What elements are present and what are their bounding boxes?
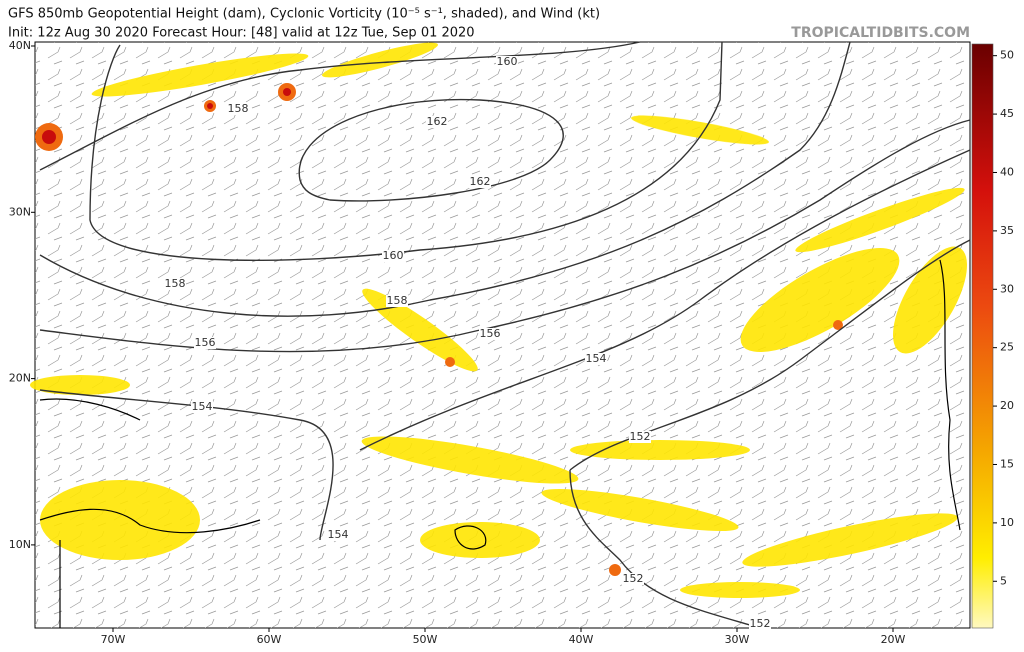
contour-label: 158: [165, 277, 186, 290]
contour-label-bg: [227, 103, 249, 115]
contour-label-bg: [386, 295, 408, 307]
colorbar-tick-label: 50: [1000, 49, 1014, 62]
contour-label-bg: [749, 618, 771, 630]
contour-label-bg: [585, 353, 607, 365]
lat-label: 20N: [9, 372, 31, 385]
map: [30, 41, 971, 629]
contour-label: 152: [630, 430, 651, 443]
lat-label: 40N: [9, 39, 31, 52]
contour-label-bg: [622, 573, 644, 585]
vorticity-cores: [42, 88, 291, 144]
coastlines: [39, 259, 961, 628]
colorbar-tick-label: 25: [1000, 341, 1014, 354]
colorbar-tick-label: 5: [1000, 574, 1007, 587]
contour-label-bg: [469, 176, 491, 188]
contour-label-bg: [496, 56, 518, 68]
contour-label-bg: [629, 431, 651, 443]
colorbar-tick-label: 45: [1000, 107, 1014, 120]
title: GFS 850mb Geopotential Height (dam), Cyc…: [8, 7, 600, 22]
colorbar-tick-label: 15: [1000, 457, 1014, 470]
contour-label-bg: [479, 328, 501, 340]
contour-label-bg: [191, 401, 213, 413]
contour-label: 156: [195, 336, 216, 349]
contour-label: 154: [328, 528, 349, 541]
lon-label: 70W: [101, 633, 126, 646]
colorbar-tick-label: 35: [1000, 224, 1014, 237]
contour-label: 156: [480, 327, 501, 340]
contour-label-bg: [382, 250, 404, 262]
vorticity-shading: [30, 42, 967, 598]
source: TROPICALTIDBITS.COM: [791, 25, 970, 41]
contour-label-bg: [164, 278, 186, 290]
contour-label: 154: [192, 400, 213, 413]
lat-label: 10N: [9, 538, 31, 551]
colorbar-tick-label: 20: [1000, 399, 1014, 412]
contour-label: 154: [586, 352, 607, 365]
colorbar-tick-label: 40: [1000, 165, 1014, 178]
lon-label: 30W: [725, 633, 750, 646]
contour-label: 162: [427, 115, 448, 128]
lon-label: 20W: [881, 633, 906, 646]
lon-label: 50W: [413, 633, 438, 646]
contour-label: 158: [228, 102, 249, 115]
lon-label: 40W: [569, 633, 594, 646]
contour-label: 152: [623, 572, 644, 585]
colorbar-tick-label: 30: [1000, 282, 1014, 295]
colorbar-scale: [971, 43, 994, 629]
contour-label: 160: [383, 249, 404, 262]
vorticity-peaks: [35, 83, 843, 576]
contour-label: 158: [387, 294, 408, 307]
contour-label-bg: [426, 116, 448, 128]
lat-label: 30N: [9, 205, 31, 218]
colorbar-tick-label: 10: [1000, 516, 1014, 529]
subtitle: Init: 12z Aug 30 2020 Forecast Hour: [48…: [8, 26, 475, 41]
colorbar: [971, 43, 994, 629]
contour-label: 160: [497, 55, 518, 68]
contour-label-bg: [194, 337, 216, 349]
contour-label-bg: [327, 529, 349, 541]
lon-label: 60W: [257, 633, 282, 646]
contour-label: 162: [470, 175, 491, 188]
contour-label: 152: [750, 617, 771, 630]
